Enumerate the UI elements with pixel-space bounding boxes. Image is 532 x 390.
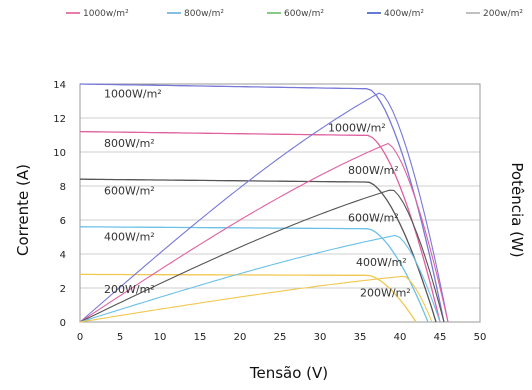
pv-curve (79, 275, 433, 323)
iv-curve-label: 800W/m² (104, 137, 155, 150)
y-tick-label: 0 (60, 318, 66, 329)
x-tick-label: 50 (474, 332, 487, 343)
pv-curve (79, 142, 449, 323)
y-tick-label: 2 (60, 284, 66, 295)
y-tick-label: 6 (60, 216, 66, 227)
y-tick-label: 14 (53, 80, 66, 91)
iv-curve (80, 178, 437, 323)
x-tick-label: 35 (354, 332, 367, 343)
x-tick-label: 40 (394, 332, 407, 343)
legend-label: 800w/m² (184, 9, 224, 19)
pv-curve-label: 600W/m² (348, 212, 399, 225)
plot-frame (79, 83, 481, 323)
pv-curve (79, 234, 441, 323)
y-tick-label: 12 (53, 114, 66, 125)
iv-curve-label: 400W/m² (104, 230, 155, 243)
x-axis-title: Tensão (V) (249, 364, 328, 382)
iv-curve-label: 1000W/m² (104, 88, 162, 101)
curves (79, 83, 449, 323)
iv-curve-label: 200W/m² (104, 283, 155, 296)
y-axis-title-right: Potência (W) (508, 162, 526, 257)
x-tick-label: 25 (274, 332, 287, 343)
pv-curve-label: 400W/m² (356, 256, 407, 269)
x-tick-label: 0 (77, 332, 83, 343)
legend-label: 600w/m² (284, 9, 324, 19)
y-tick-label: 10 (53, 148, 66, 159)
y-tick-label: 4 (60, 250, 66, 261)
x-tick-label: 45 (434, 332, 447, 343)
legend-label: 200w/m² (483, 9, 523, 19)
pv-curve (79, 92, 449, 323)
legend-label: 1000w/m² (83, 9, 129, 19)
curve-labels: 1000W/m² 800W/m² 600W/m² 400W/m² 200W/m² 1000… (104, 88, 411, 300)
pv-curve (79, 189, 445, 323)
legend-label: 400w/m² (384, 9, 424, 19)
x-tick-label: 20 (234, 332, 247, 343)
pv-curve-label: 800W/m² (348, 164, 399, 177)
iv-curve (79, 83, 445, 323)
pv-curve-label: 1000W/m² (328, 122, 386, 135)
iv-curve (80, 273, 417, 323)
x-tick-label: 15 (194, 332, 207, 343)
x-tick-label: 10 (154, 332, 167, 343)
iv-curve (79, 130, 441, 323)
pv-curve-label: 200W/m² (360, 287, 411, 300)
x-tick-label: 30 (314, 332, 327, 343)
x-tick-label: 5 (117, 332, 123, 343)
y-axis-title-left: Corrente (A) (14, 164, 32, 256)
iv-curve (80, 226, 429, 323)
axes: 0 5 10 15 20 25 30 35 40 45 50 0 2 4 6 8 10 12 14 (53, 80, 486, 343)
legend: 1000w/m² 800w/m² 600w/m² 400w/m² 200w/m² (66, 9, 523, 19)
y-tick-label: 8 (60, 182, 66, 193)
iv-curve-label: 600W/m² (104, 185, 155, 198)
